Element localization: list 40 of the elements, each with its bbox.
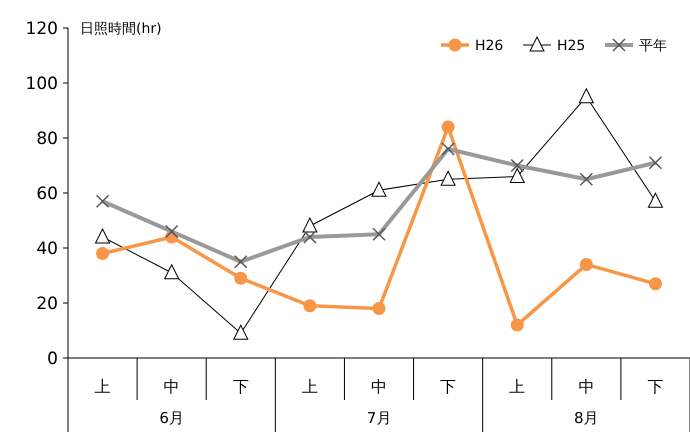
point [578, 88, 594, 104]
point [580, 258, 593, 271]
legend-label: 平年 [639, 38, 667, 54]
x-tick-label: 中 [578, 377, 594, 396]
y-tick-label: 80 [36, 129, 58, 149]
point [96, 247, 110, 260]
text: 6月 [159, 409, 184, 427]
x-tick-label: 上 [94, 377, 111, 396]
legend-label: H26 [475, 38, 504, 54]
x-tick-label: 上 [509, 377, 526, 396]
legend-label: H25 [557, 38, 586, 54]
point [510, 168, 525, 183]
x-tick-label: 上 [302, 377, 318, 396]
point [234, 272, 248, 285]
point [440, 170, 456, 186]
text: 8月 [574, 409, 599, 427]
point [95, 228, 110, 244]
x-tick-label: 中 [164, 377, 180, 396]
y-tick-label: 120 [26, 19, 58, 39]
point [510, 318, 524, 332]
y-tick-label: 40 [36, 239, 58, 259]
point [302, 218, 318, 232]
point [372, 302, 386, 315]
x-tick-label: 下 [647, 377, 664, 396]
x-tick-label: 下 [232, 377, 249, 396]
y-tick-label: 20 [36, 294, 58, 314]
y-tick-label: 100 [26, 74, 58, 94]
y-tick-label: 0 [47, 349, 58, 369]
point [233, 324, 248, 340]
y-tick-label: 60 [36, 184, 58, 204]
point [303, 299, 316, 312]
point [442, 120, 455, 134]
point [648, 192, 663, 208]
point [164, 264, 180, 280]
x-tick-label: 中 [371, 377, 387, 396]
point [372, 182, 386, 197]
point [648, 277, 662, 290]
y-axis-title: 日照時間(hr) [80, 21, 162, 37]
text: 7月 [366, 409, 392, 427]
x-tick-label: 下 [440, 377, 456, 396]
